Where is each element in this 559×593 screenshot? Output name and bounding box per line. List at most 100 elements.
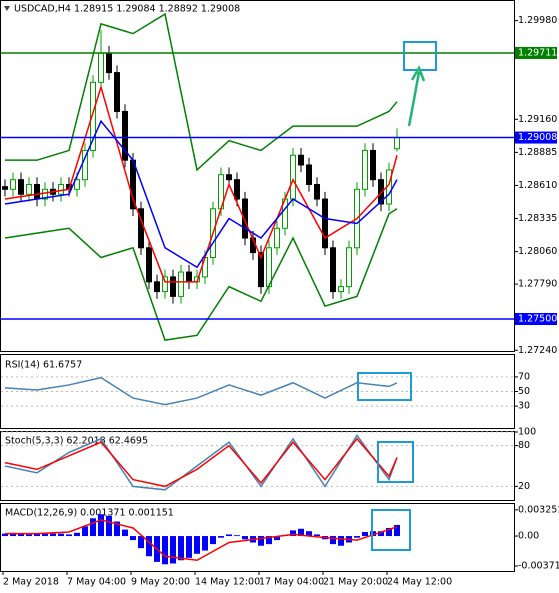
- candle-body: [154, 281, 160, 293]
- bar: [106, 515, 112, 537]
- bar: [258, 536, 264, 546]
- y-tick-label: 1.28885: [518, 147, 557, 158]
- price-label: 1.27500: [518, 313, 557, 324]
- bar: [170, 536, 176, 564]
- bar: [90, 518, 96, 537]
- price-label: 1.29008: [518, 132, 557, 143]
- bar: [378, 531, 384, 537]
- bar: [314, 534, 320, 537]
- bar: [274, 536, 280, 541]
- candle-body: [58, 183, 64, 195]
- candle-body: [290, 154, 296, 200]
- macd-panel: [0, 503, 515, 572]
- x-tick-label: 24 May 12:00: [387, 577, 452, 588]
- bar: [138, 536, 144, 549]
- candle-body: [298, 154, 304, 166]
- highlight-box: [403, 41, 437, 71]
- candle-body: [146, 247, 152, 283]
- y-tick-label: 20: [518, 481, 530, 492]
- bar: [386, 527, 392, 537]
- bar: [362, 532, 368, 537]
- candle-body: [234, 179, 240, 200]
- stoch-title: Stoch(5,3,3) 62.2018 62.4695: [5, 436, 148, 447]
- bar: [42, 532, 48, 537]
- candle-body: [274, 227, 280, 249]
- candle-body: [90, 81, 96, 151]
- bar: [2, 533, 8, 537]
- bar: [354, 536, 360, 538]
- highlight-box: [377, 441, 414, 483]
- bar: [338, 536, 344, 546]
- candle-body: [322, 198, 328, 249]
- y-tick-label: 100: [518, 427, 536, 438]
- x-tick-label: 21 May 20:00: [323, 577, 388, 588]
- bar: [266, 536, 272, 545]
- candle-body: [314, 183, 320, 200]
- y-tick-label: 50: [518, 386, 530, 397]
- candle-body: [98, 52, 104, 83]
- candle-body: [74, 179, 80, 190]
- price-label-box: [515, 46, 557, 59]
- y-tick-label: 1.29980: [518, 15, 557, 26]
- annotations: [357, 41, 437, 551]
- bar: [202, 536, 208, 551]
- bar: [226, 534, 232, 537]
- bar: [34, 533, 40, 537]
- candle-body: [106, 52, 112, 74]
- bar: [218, 536, 224, 538]
- chart-title: USDCAD,H4 1.28915 1.29084 1.28892 1.2900…: [14, 4, 240, 15]
- price-panel: [0, 0, 515, 352]
- x-tick-label: 7 May 04:00: [67, 577, 126, 588]
- arrow-head: [410, 65, 426, 82]
- bar: [146, 536, 152, 557]
- bar: [194, 536, 200, 554]
- candle-body: [178, 271, 184, 297]
- bar: [26, 534, 32, 537]
- bar: [186, 536, 192, 558]
- x-tick-label: 14 May 12:00: [195, 577, 260, 588]
- candle-body: [162, 276, 168, 293]
- indicator-line: [4, 376, 398, 406]
- y-tick-label: 1.28335: [518, 213, 557, 224]
- candle-body: [378, 179, 384, 205]
- candle-body: [338, 286, 344, 293]
- bar: [178, 536, 184, 561]
- bar: [394, 524, 400, 537]
- candle-body: [18, 179, 24, 195]
- y-tick-label: 80: [518, 440, 530, 451]
- plot: 1.29980 1.29160 1.28885 1.28610 1.28335 1.280…: [1, 12, 559, 588]
- rsi-title: RSI(14) 61.6757: [5, 360, 82, 371]
- price-label-box: [515, 131, 557, 144]
- symbol-icon: [4, 6, 10, 11]
- candle-body: [42, 188, 48, 200]
- candle-body: [370, 149, 376, 181]
- y-tick-label: 1.27240: [518, 345, 557, 356]
- candle-body: [170, 276, 176, 297]
- candle-body: [26, 183, 32, 195]
- candle-body: [306, 164, 312, 185]
- y-tick-label: 0.00: [518, 531, 539, 542]
- indicator-line: [4, 208, 398, 342]
- candle-body: [242, 198, 248, 239]
- x-tick-label: 2 May 2018: [3, 577, 59, 588]
- bar: [82, 526, 88, 537]
- y-tick-label: 1.28610: [518, 180, 557, 191]
- bar: [74, 532, 80, 537]
- candle-body: [394, 137, 400, 150]
- indicator-line: [4, 437, 398, 488]
- candle-body: [186, 271, 192, 283]
- candle-body: [362, 149, 368, 190]
- indicator-line: [4, 119, 398, 269]
- arrow-shaft: [407, 71, 421, 127]
- bar: [122, 529, 128, 537]
- bar: [298, 528, 304, 537]
- bar: [66, 534, 72, 537]
- indicator-line: [4, 84, 398, 283]
- indicator-line: [5, 519, 398, 562]
- x-tick-label: 9 May 20:00: [131, 577, 190, 588]
- candle-body: [258, 252, 264, 288]
- bar: [234, 535, 240, 537]
- bar: [114, 521, 120, 537]
- bar: [18, 533, 24, 537]
